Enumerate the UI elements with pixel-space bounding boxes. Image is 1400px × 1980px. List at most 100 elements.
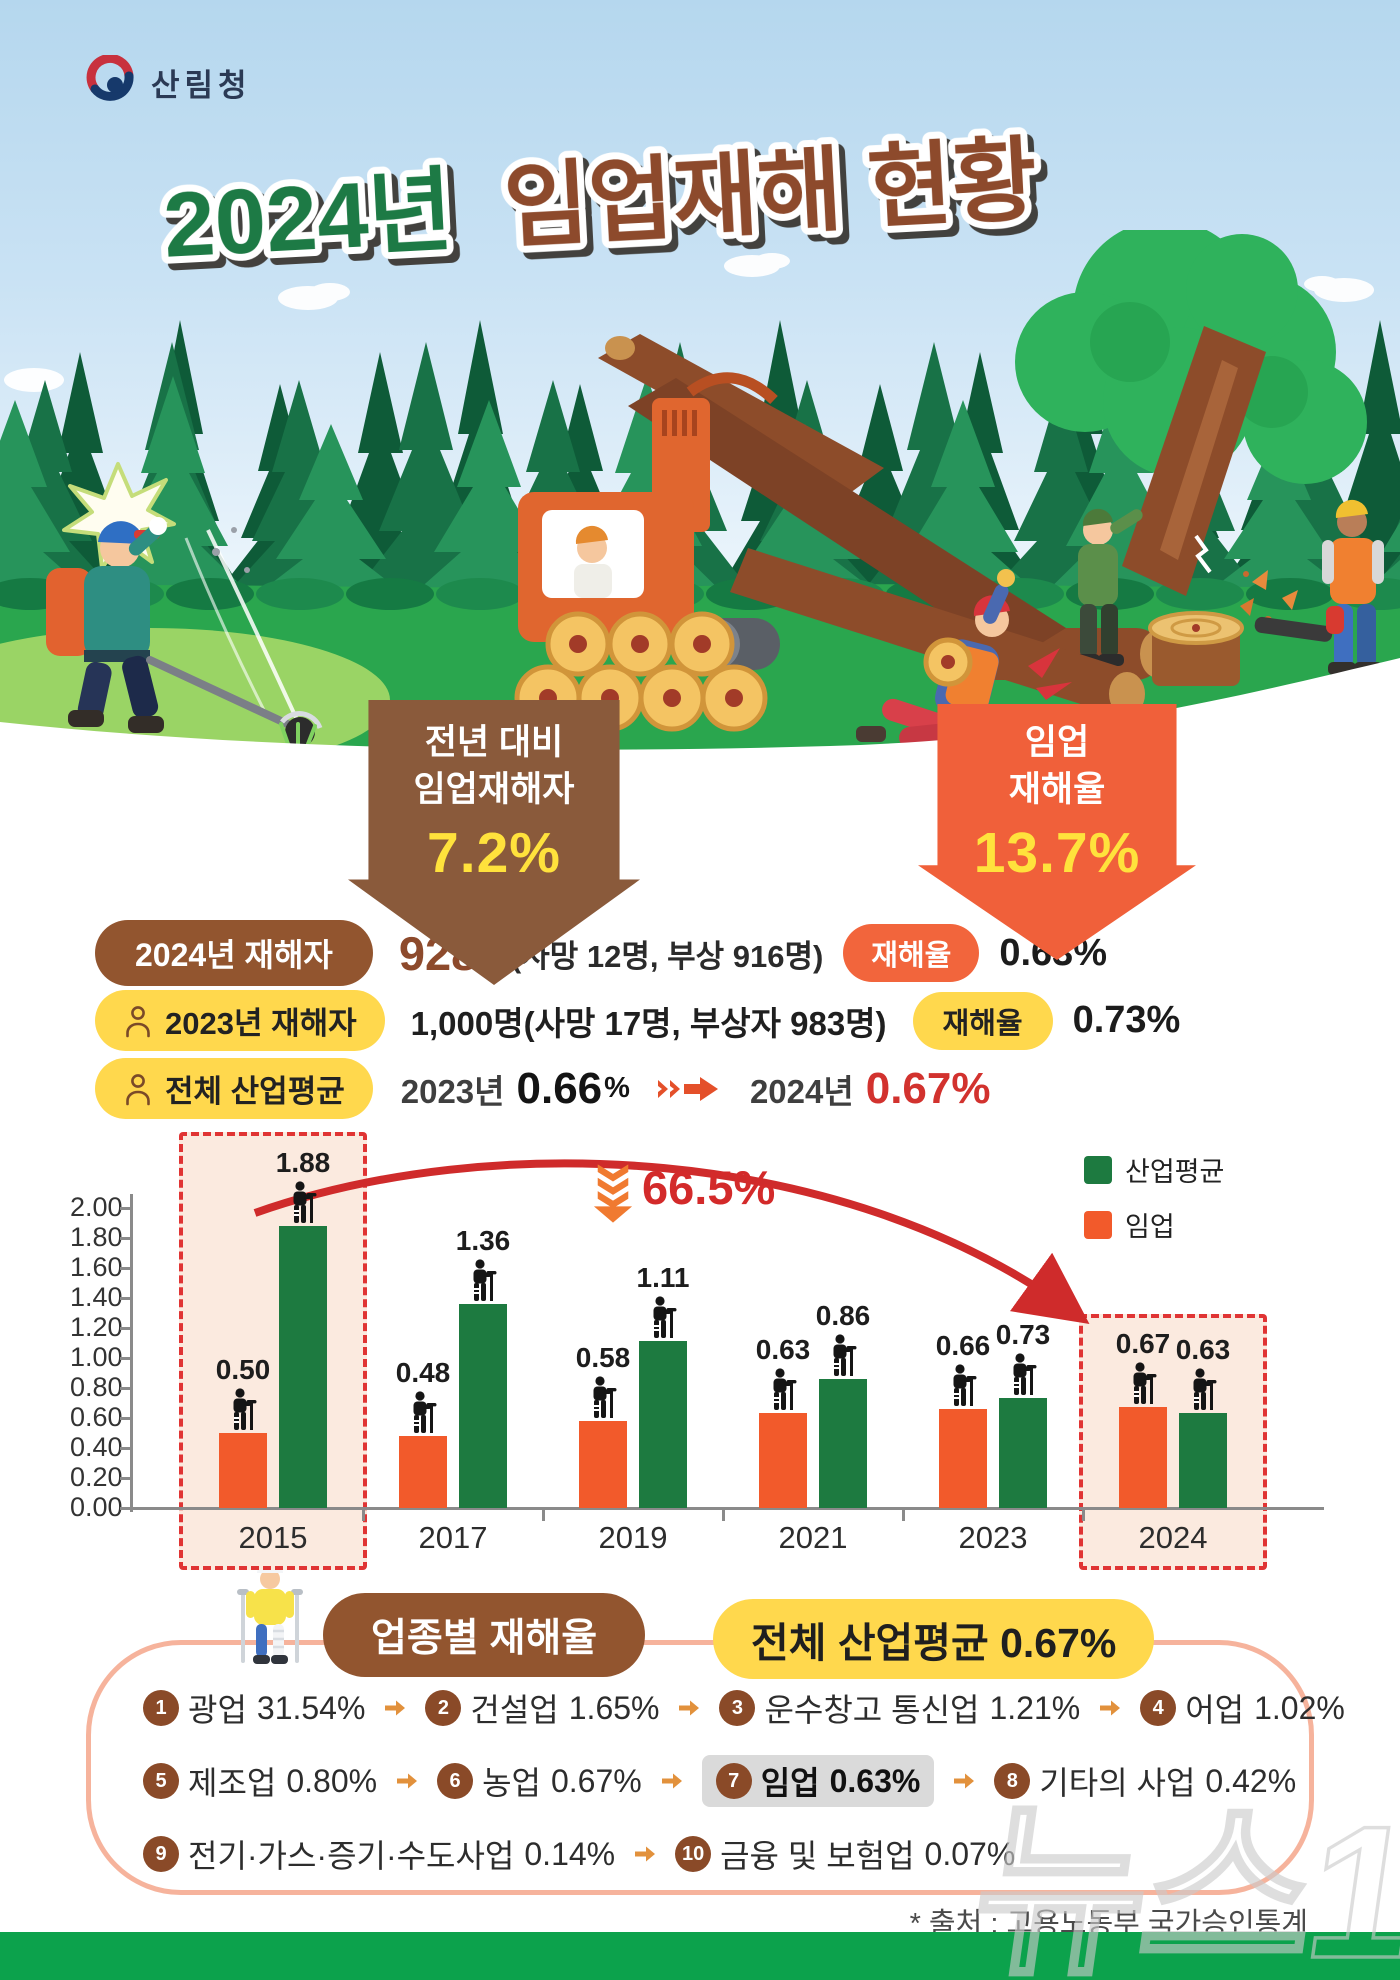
bar-2015-임업 xyxy=(219,1433,267,1508)
industry-row: 9 전기·가스·증기·수도사업 0.14% 10 금융 및 보험업 0.07% xyxy=(143,1831,1345,1877)
bar-2019-임업 xyxy=(579,1421,627,1508)
bar-2024-산업평균 xyxy=(1179,1413,1227,1508)
y-tick-label: 1.60 xyxy=(70,1252,123,1282)
rank-badge: 9 xyxy=(143,1836,179,1872)
injured-person-icon xyxy=(644,1296,682,1340)
agency-name: 산림청 xyxy=(151,67,252,103)
industry-item-5: 5 제조업 0.80% xyxy=(143,1758,377,1804)
callout-line: 임업재해자 xyxy=(413,769,575,809)
y-tick-label: 1.20 xyxy=(70,1312,123,1342)
rank-badge: 3 xyxy=(719,1690,756,1726)
pine-forest xyxy=(0,320,1400,606)
industry-rate-section: 업종별 재해율 전체 산업평균 0.67% 1 광업 31.54% 2 건설업 1.65%… xyxy=(86,1562,1345,1895)
stat-row-2023: 2023년 재해자 1,000명(사망 17명, 부상자 983명) 재해율 0… xyxy=(95,990,1180,1051)
forest-service-logo: 산림청 xyxy=(85,55,252,109)
rank-badge: 7 xyxy=(715,1763,752,1799)
bar-value-label: 0.66 xyxy=(935,1330,991,1361)
bar-value-label: 0.86 xyxy=(815,1300,871,1331)
y-tick-label: 1.00 xyxy=(70,1342,123,1372)
callout-line: 임업 xyxy=(1024,723,1090,762)
rate-label-2024: 재해율 xyxy=(843,924,980,982)
bar-value-label: 0.48 xyxy=(395,1357,451,1388)
rank-badge: 4 xyxy=(1140,1690,1177,1726)
injured-person-icon xyxy=(944,1364,982,1408)
svg-text:2024년 임업재해 현황: 2024년 임업재해 현황 xyxy=(161,129,1039,277)
victim-detail-2024: (사망 12명, 부상 916명) xyxy=(510,938,824,974)
korea-gov-symbol-icon xyxy=(86,55,134,101)
flow-arrow-icon xyxy=(395,1772,419,1790)
title-main: 임업재해 현황 xyxy=(501,129,1039,259)
y-tick-label: 2.00 xyxy=(70,1192,123,1222)
flow-arrow-icon xyxy=(633,1845,657,1863)
bar-value-label: 0.67 xyxy=(1115,1328,1171,1359)
tree-felling-illustration xyxy=(966,230,1384,686)
stat-label-2023: 2023년 재해자 xyxy=(95,990,385,1051)
rate-value-2023: 0.73% xyxy=(1072,999,1181,1041)
flow-arrow-icon xyxy=(1098,1699,1122,1717)
brushcutter-worker-illustration xyxy=(46,462,323,748)
bar-value-label: 0.63 xyxy=(755,1334,811,1365)
rank-badge: 2 xyxy=(425,1690,462,1726)
injured-person-icon xyxy=(284,1181,322,1225)
y-tick-label: 1.80 xyxy=(70,1222,123,1252)
bar-2015-산업평균 xyxy=(279,1226,327,1508)
bar-2017-임업 xyxy=(399,1436,447,1508)
year-transition-arrow-icon xyxy=(656,1075,722,1103)
x-axis-label: 2017 xyxy=(418,1520,488,1555)
decrease-percent: 66.5% xyxy=(642,1161,776,1214)
industry-header-label: 업종별 재해율 xyxy=(323,1593,646,1677)
bar-value-label: 1.36 xyxy=(455,1225,511,1256)
bar-value-label: 1.11 xyxy=(636,1262,690,1293)
callout-line: 전년 대비 xyxy=(424,723,564,762)
industry-item-3: 3 운수창고 통신업 1.21% xyxy=(719,1685,1080,1731)
clouds-decor xyxy=(4,253,1374,392)
stat-row-industry-average: 전체 산업평균 2023년 0.66 % 2024년 0.67% xyxy=(95,1058,991,1119)
triple-chevron-down-icon xyxy=(593,1164,633,1223)
flow-arrow-icon xyxy=(952,1772,976,1790)
bar-value-label: 0.63 xyxy=(1175,1334,1231,1365)
person-icon xyxy=(126,1073,150,1105)
y-tick-label: 1.40 xyxy=(70,1282,123,1312)
x-axis-label: 2019 xyxy=(598,1520,668,1555)
avg-2024-value: 0.67% xyxy=(865,1063,991,1113)
victim-detail-2023: 1,000명(사망 17명, 부상자 983명) xyxy=(410,1004,887,1042)
industry-row: 1 광업 31.54% 2 건설업 1.65% 3 운수창고 통신업 1.21% 4 어업 1.02% xyxy=(143,1685,1345,1731)
rate-label-2023: 재해율 xyxy=(912,991,1053,1050)
bar-2023-임업 xyxy=(939,1409,987,1508)
injured-worker-crutches-icon xyxy=(237,1562,303,1664)
rank-badge: 1 xyxy=(143,1690,179,1726)
decrease-annotation: 66.5% xyxy=(592,1162,775,1224)
injured-person-icon xyxy=(404,1391,442,1435)
stat-label-2024: 2024년 재해자 xyxy=(95,920,373,986)
title-year: 2024년 xyxy=(161,160,455,277)
accident-rate-bar-chart: 66.5% 산업평균 임업 2.00 1.80 1.60 1.40 1.20 1.00 0.… xyxy=(70,1128,1340,1598)
x-axis-label: 2023 xyxy=(958,1520,1028,1555)
avg-2023-value: 0.66 xyxy=(516,1063,603,1113)
injured-person-icon xyxy=(464,1259,502,1303)
injured-person-icon xyxy=(1004,1353,1042,1397)
legend-swatch-green xyxy=(1084,1155,1112,1184)
injured-person-icon xyxy=(824,1334,862,1378)
stat-label-industry-average: 전체 산업평균 xyxy=(95,1058,373,1119)
x-axis-label: 2021 xyxy=(778,1520,848,1555)
bar-value-label: 0.73 xyxy=(995,1319,1051,1350)
person-icon xyxy=(126,1005,150,1037)
legend-swatch-orange xyxy=(1084,1210,1112,1239)
callout-value: 7.2% xyxy=(427,820,561,885)
forest-scene-illustration xyxy=(0,230,1400,750)
industry-header-value: 전체 산업평균 0.67% xyxy=(713,1599,1155,1679)
bar-2017-산업평균 xyxy=(459,1304,507,1508)
injured-person-icon xyxy=(1124,1362,1162,1406)
rank-badge: 5 xyxy=(143,1763,179,1799)
bar-2019-산업평균 xyxy=(639,1341,687,1508)
flow-arrow-icon xyxy=(383,1699,407,1717)
grass-bottom-curve xyxy=(0,658,1400,750)
rank-badge: 8 xyxy=(994,1763,1031,1799)
y-tick-label: 0.60 xyxy=(70,1402,123,1432)
industry-item-4: 4 어업 1.02% xyxy=(1140,1685,1345,1731)
bar-2023-산업평균 xyxy=(999,1398,1047,1508)
flow-arrow-icon xyxy=(660,1772,684,1790)
callout-line: 재해율 xyxy=(1008,769,1106,809)
industry-item-7: 7 임업 0.63% xyxy=(701,1755,935,1807)
injured-person-icon xyxy=(764,1368,802,1412)
